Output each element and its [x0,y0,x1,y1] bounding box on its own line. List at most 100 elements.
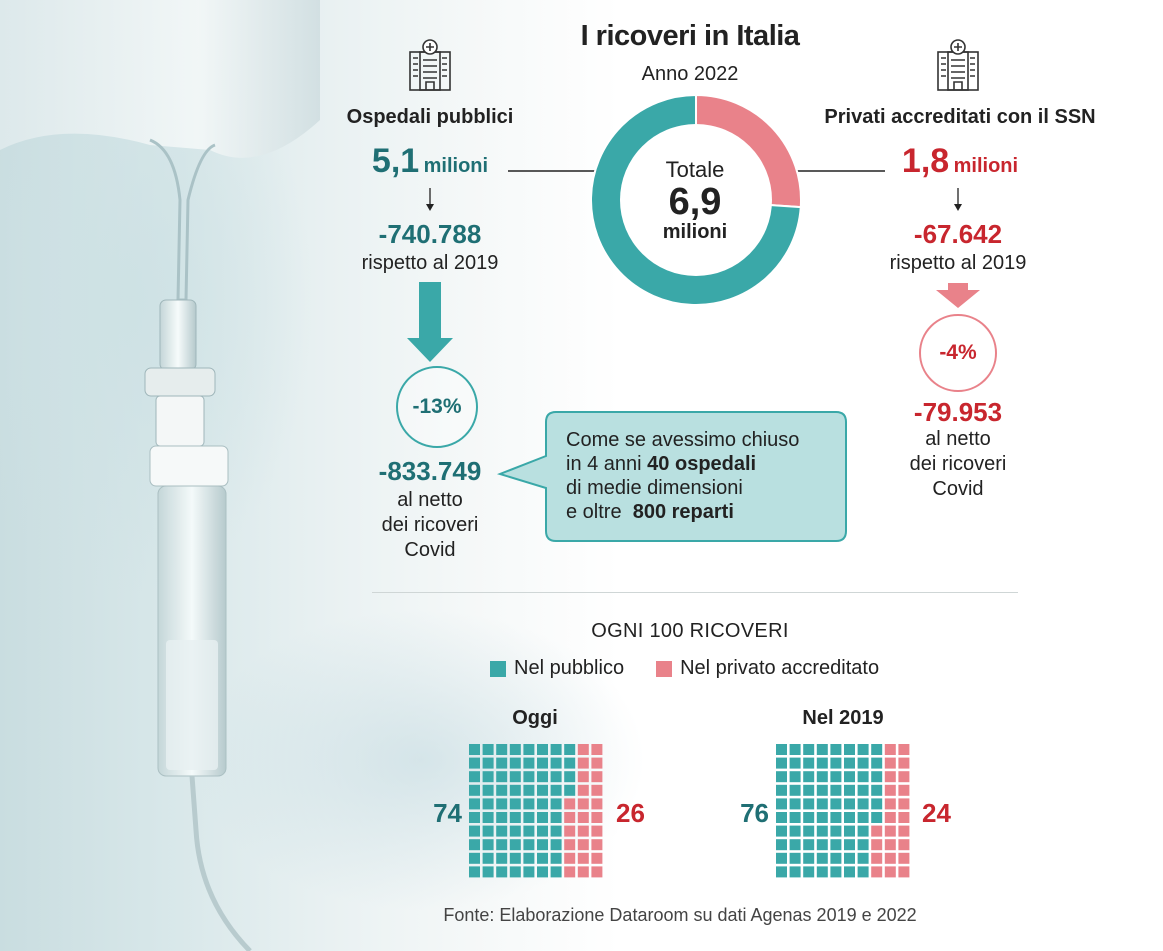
waffle-cell-public [830,771,842,783]
waffle-cell-public [550,798,562,810]
waffle-cell-public [469,744,480,755]
waffle-label-oggi: Oggi [512,707,558,729]
waffle-cell-public [482,784,494,796]
waffle-cell-public [523,825,535,837]
private-net-sub-line: al netto [925,428,991,450]
waffle-cell-public [789,852,801,864]
waffle-cell-private [564,866,576,878]
waffle-cell-private [577,744,589,755]
private-label: Privati accreditati con il SSN [824,106,1096,128]
waffle-cell-private [898,771,910,783]
private-total-value: 1,8 [901,142,950,180]
waffle-cell-public [509,812,521,823]
waffle-cell-public [776,798,787,810]
waffle-cell-public [537,825,548,837]
waffle-cell-public [550,825,562,837]
bubble-line: e oltre 800 reparti [566,500,846,524]
bubble-line: di medie dimensioni [566,477,743,499]
waffle-cell-private [564,812,576,823]
waffle-cell-private [898,866,910,878]
waffle-cell-private [898,812,910,823]
waffle-cell-public [816,784,828,796]
waffle-cell-public [830,812,842,823]
waffle-cell-public [789,812,801,823]
waffle-cell-public [857,825,869,837]
waffle-cell-public [550,852,562,864]
waffle-cell-public [496,771,508,783]
waffle-cell-private [898,839,910,851]
waffle-cell-public [789,771,801,783]
waffle-cell-public [844,852,855,864]
waffle-cell-public [803,784,815,796]
waffle-cell-private [564,825,576,837]
waffle-cell-public [830,757,842,769]
waffle-cell-public [776,852,787,864]
waffle-cell-public [509,784,521,796]
waffle-cell-public [776,784,787,796]
waffle-cell-private [564,852,576,864]
waffle-cell-private [577,784,589,796]
legend-label-private: Nel privato accreditato [680,657,880,679]
waffle-cell-public [482,798,494,810]
waffle-cell-public [871,757,883,769]
waffle-cell-public [816,744,828,755]
legend: Nel pubblico Nel privato accreditato [490,657,930,680]
waffle-cell-public [496,852,508,864]
waffle-cell-public [857,839,869,851]
waffle-cell-public [789,744,801,755]
waffle-cell-public [789,825,801,837]
public-delta: -740.788 [378,219,482,249]
waffle-cell-public [469,798,480,810]
waffle-cell-private [884,744,896,755]
waffle-2019-private-value: 24 [922,798,951,828]
private-net-sub: al netto dei ricoveri Covid [858,427,1058,502]
waffle-oggi-public-value: 74 [433,798,462,828]
waffle-cell-public [496,798,508,810]
public-net-sub-line: Covid [404,539,456,561]
waffle-cell-public [550,812,562,823]
waffle-cell-public [509,798,521,810]
waffle-2019-public-value: 76 [740,798,769,828]
private-pct-badge: -4% [919,314,997,392]
waffle-cell-public [482,839,494,851]
waffle-cell-public [844,812,855,823]
waffle-cell-public [803,852,815,864]
donut-total-value: 6,9 [668,181,722,223]
waffle-cell-public [816,771,828,783]
waffle-cell-public [803,771,815,783]
waffle-cell-public [776,812,787,823]
waffle-cell-private [884,771,896,783]
waffle-cell-private [591,852,603,864]
waffle-cell-public [844,866,855,878]
waffle-cell-public [469,757,480,769]
waffle-cell-private [591,771,603,783]
waffle-cell-public [776,771,787,783]
waffle-cell-private [577,866,589,878]
waffle-cell-public [789,866,801,878]
waffle-cell-public [469,771,480,783]
waffle-cell-public [830,784,842,796]
waffle-cell-public [871,812,883,823]
waffle-cell-public [857,866,869,878]
waffle-cell-public [469,812,480,823]
waffle-cell-private [898,744,910,755]
waffle-cell-public [537,839,548,851]
waffle-cell-public [509,839,521,851]
waffle-cell-public [482,771,494,783]
waffle-cell-public [482,866,494,878]
waffle-cell-public [816,812,828,823]
bubble-highlight: 800 reparti [632,501,734,523]
donut-center-label: Totale 6,9 milioni [625,157,765,243]
waffle-cell-public [537,784,548,796]
waffle-cell-public [871,784,883,796]
waffle-cell-public [803,744,815,755]
waffle-cell-public [509,825,521,837]
waffle-cell-public [857,771,869,783]
waffle-cell-public [496,866,508,878]
waffle-cell-public [857,744,869,755]
public-net-sub-line: al netto [397,489,463,511]
waffle-cell-private [577,771,589,783]
waffle-cell-private [564,839,576,851]
waffle-cell-public [537,812,548,823]
waffle-cell-public [844,757,855,769]
